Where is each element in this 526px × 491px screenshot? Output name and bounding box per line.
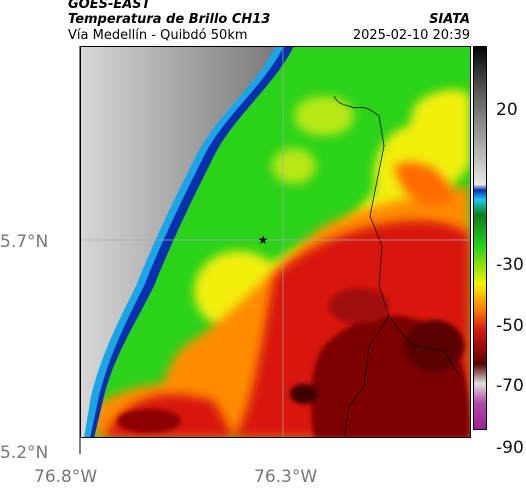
colorbar-tick-minus30: -30 — [496, 255, 524, 275]
gray-sea — [80, 46, 276, 438]
lat-label-5-2: 5.2°N — [0, 443, 49, 463]
location-star-icon: ★ — [258, 233, 269, 247]
colorbar-tick-minus90: -90 — [496, 438, 524, 458]
satellite-map[interactable]: ★ — [64, 46, 472, 454]
colorbar — [473, 46, 487, 430]
lon-label-76-3: 76.3°W — [254, 467, 318, 487]
colorbar-tick-minus50: -50 — [496, 316, 524, 336]
region-label: Vía Medellín - Quibdó 50km — [68, 28, 248, 43]
border-line-2 — [343, 315, 390, 438]
lon-label-76-8: 76.8°W — [34, 467, 98, 487]
product-title: Temperatura de Brillo CH13 — [68, 12, 271, 27]
timestamp: 2025-02-10 20:39 — [352, 28, 470, 43]
lat-label-5-7: 5.7°N — [0, 232, 49, 252]
colorbar-gradient — [473, 46, 487, 430]
colorbar-tick-minus70: -70 — [496, 376, 524, 396]
border-line — [333, 95, 460, 377]
org-label: SIATA — [429, 12, 470, 27]
satellite-name: GOES-EAST — [68, 0, 151, 12]
colorbar-tick-20: 20 — [496, 100, 518, 120]
